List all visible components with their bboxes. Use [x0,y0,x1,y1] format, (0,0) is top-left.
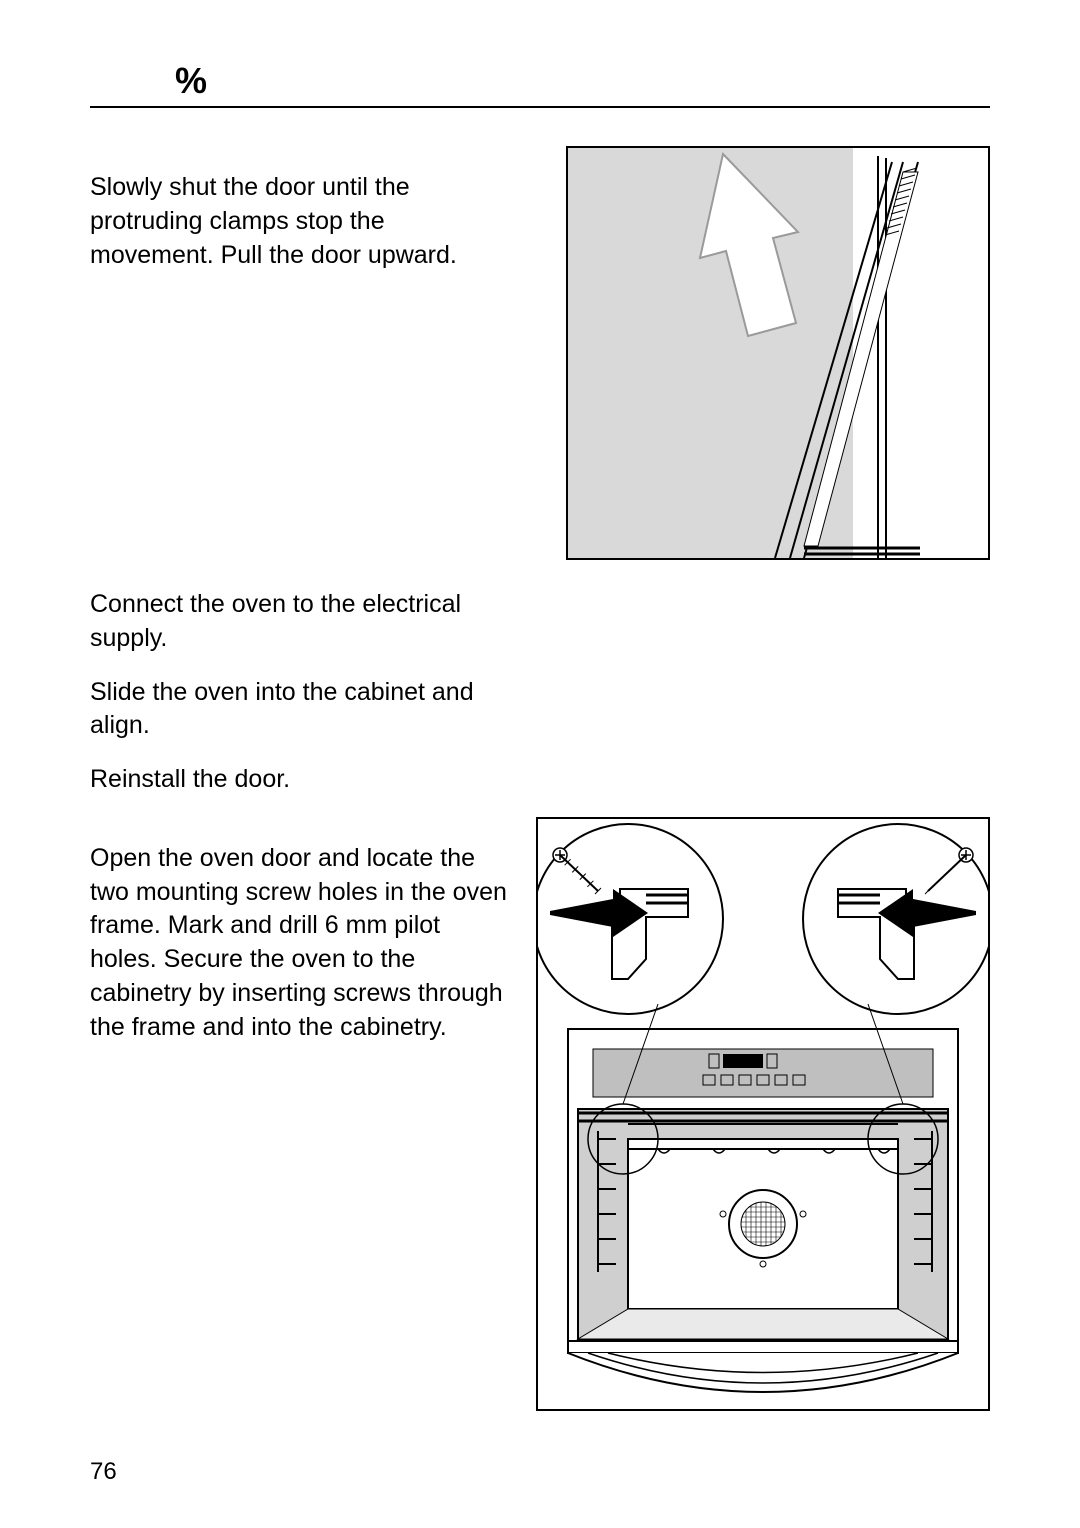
step-slide: Slide the oven into the cabinet and alig… [90,676,520,744]
page-content: Slowly shut the door until the protrudin… [90,146,990,1411]
note-icon: % [175,60,207,102]
manual-page: % Slowly shut the door until the protrud… [0,0,1080,1528]
figure-door-remove [566,146,990,560]
page-number: 76 [90,1458,117,1486]
step-text: Open the oven door and locate the two mo… [90,817,510,1070]
step-shut-door: Slowly shut the door until the protrudin… [90,171,510,272]
step-text: Slowly shut the door until the protrudin… [90,146,510,297]
step-mounting: Open the oven door and locate the two mo… [90,842,510,1045]
step-row-1: Slowly shut the door until the protrudin… [90,146,990,560]
figure-col [510,817,990,1411]
page-header: % [90,60,990,110]
figure-oven-mount [536,817,990,1411]
step-connect: Connect the oven to the electrical suppl… [90,588,520,656]
header-rule [90,106,990,108]
middle-steps: Connect the oven to the electrical suppl… [90,588,520,797]
step-row-2: Open the oven door and locate the two mo… [90,817,990,1411]
step-reinstall: Reinstall the door. [90,763,520,797]
figure-col [510,146,990,560]
